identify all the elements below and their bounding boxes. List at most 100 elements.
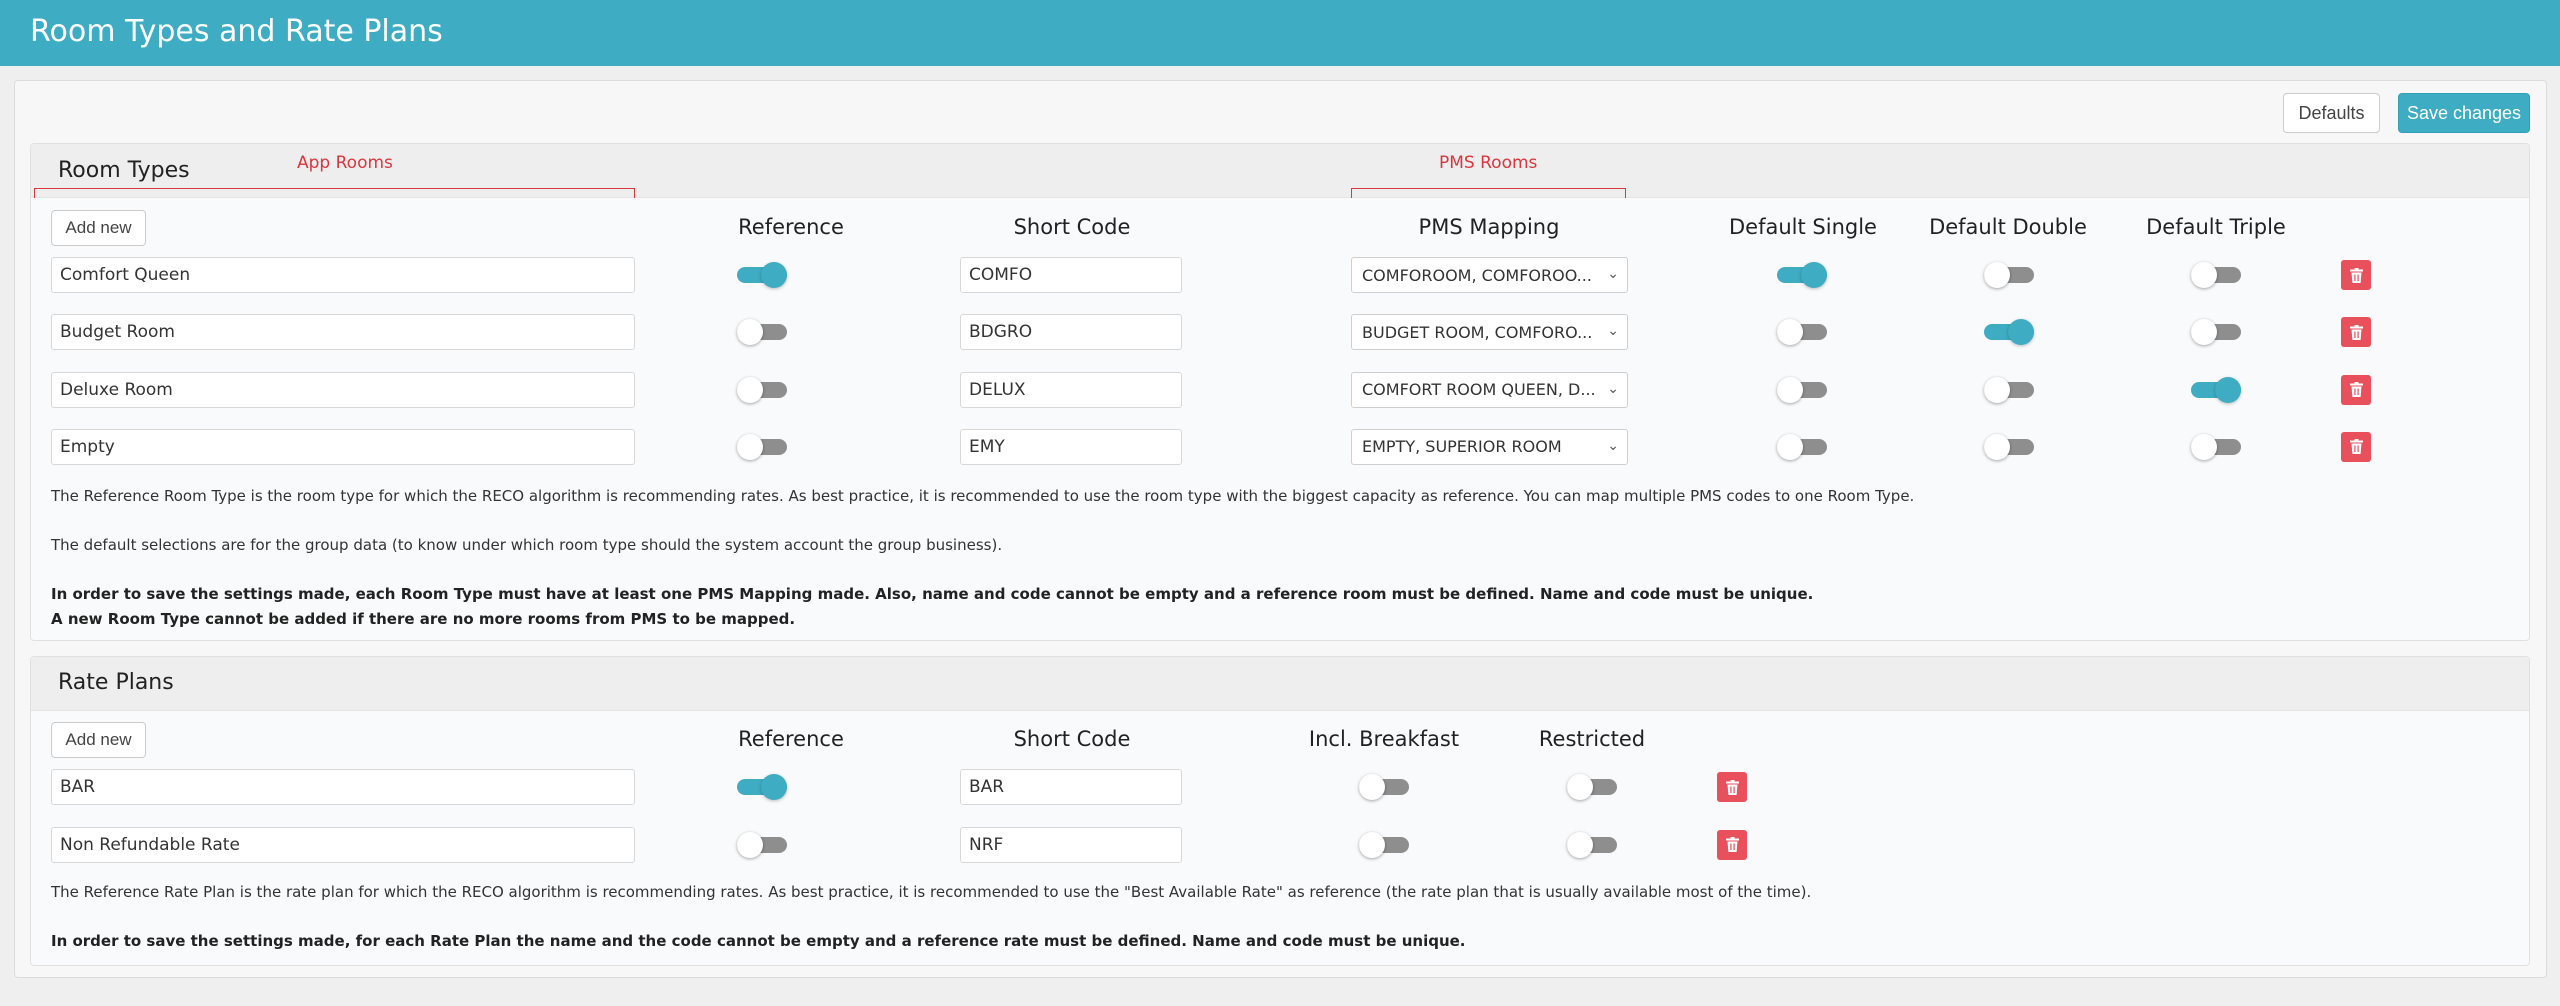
default-single-toggle-knob: [1777, 319, 1803, 346]
room-type-reference-toggle[interactable]: [737, 319, 787, 346]
rate-plan-code-input[interactable]: NRF: [960, 826, 1182, 863]
top-bar: Room Types and Rate Plans: [0, 0, 2560, 66]
default-double-toggle[interactable]: [1984, 376, 2034, 403]
rate-plan-reference-toggle-knob: [761, 774, 787, 800]
room-type-code-input[interactable]: BDGRO: [960, 314, 1182, 351]
pms-mapping-select[interactable]: EMPTY, SUPERIOR ROOM ⌄: [1351, 428, 1628, 465]
default-single-toggle-knob: [1777, 376, 1803, 403]
col-rp-reference: Reference: [738, 727, 844, 751]
delete-room-type-button[interactable]: [2341, 431, 2371, 462]
defaults-button[interactable]: Defaults: [2283, 93, 2380, 133]
app-rooms-annotation: App Rooms: [297, 153, 393, 173]
incl-breakfast-toggle[interactable]: [1359, 774, 1409, 800]
delete-room-type-button[interactable]: [2341, 374, 2371, 405]
col-restricted: Restricted: [1538, 727, 1646, 751]
col-default-single: Default Single: [1729, 215, 1877, 239]
room-type-reference-toggle[interactable]: [737, 433, 787, 460]
room-types-note-add-rule: A new Room Type cannot be added if there…: [51, 610, 796, 628]
default-single-toggle[interactable]: [1777, 376, 1827, 403]
add-room-type-button[interactable]: Add new: [51, 210, 146, 246]
room-type-name-input[interactable]: Comfort Queen: [51, 257, 635, 293]
room-type-name-input[interactable]: Budget Room: [51, 314, 635, 351]
rate-plan-name-input[interactable]: BAR: [51, 769, 635, 805]
delete-room-type-button[interactable]: [2341, 317, 2371, 348]
chevron-down-icon: ⌄: [1607, 437, 1619, 454]
room-type-code-input[interactable]: EMY: [960, 428, 1182, 465]
default-triple-toggle-knob: [2191, 319, 2217, 346]
col-default-triple: Default Triple: [2146, 215, 2286, 239]
rate-plans-section: Rate Plans Add new Reference Short Code …: [30, 656, 2530, 966]
delete-room-type-button[interactable]: [2341, 260, 2371, 290]
restricted-toggle[interactable]: [1567, 774, 1617, 800]
default-double-toggle-knob: [1984, 262, 2010, 288]
rate-plan-reference-toggle[interactable]: [737, 774, 787, 800]
pms-mapping-select[interactable]: COMFORT ROOM QUEEN, D... ⌄: [1351, 371, 1628, 408]
incl-breakfast-toggle[interactable]: [1359, 831, 1409, 858]
room-type-reference-toggle-knob: [761, 262, 787, 288]
default-triple-toggle[interactable]: [2191, 376, 2241, 403]
trash-icon: [1725, 837, 1739, 852]
delete-rate-plan-button[interactable]: [1717, 829, 1747, 860]
restricted-toggle-knob: [1567, 831, 1593, 858]
default-single-toggle[interactable]: [1777, 319, 1827, 346]
room-type-reference-toggle[interactable]: [737, 376, 787, 403]
pms-mapping-select[interactable]: BUDGET ROOM, COMFORO... ⌄: [1351, 314, 1628, 351]
rate-plan-reference-toggle[interactable]: [737, 831, 787, 858]
pms-mapping-value: COMFORT ROOM QUEEN, D...: [1362, 380, 1596, 400]
page-title: Room Types and Rate Plans: [30, 14, 443, 49]
pms-mapping-value: COMFOROOM, COMFOROO...: [1362, 265, 1592, 285]
trash-icon: [2349, 324, 2363, 340]
room-type-reference-toggle-knob: [737, 319, 763, 346]
default-double-toggle[interactable]: [1984, 262, 2034, 288]
default-double-toggle[interactable]: [1984, 319, 2034, 346]
room-types-note-save-rules: In order to save the settings made, each…: [51, 585, 1814, 603]
default-single-toggle[interactable]: [1777, 262, 1827, 288]
col-reference: Reference: [738, 215, 844, 239]
room-type-code-input[interactable]: COMFO: [960, 257, 1182, 293]
delete-rate-plan-button[interactable]: [1717, 772, 1747, 802]
rate-plans-header: [31, 657, 2529, 711]
default-triple-toggle[interactable]: [2191, 319, 2241, 346]
trash-icon: [2349, 267, 2363, 283]
chevron-down-icon: ⌄: [1607, 266, 1619, 282]
room-type-reference-toggle[interactable]: [737, 262, 787, 288]
col-incl-breakfast: Incl. Breakfast: [1308, 727, 1460, 751]
rate-plan-code-input[interactable]: BAR: [960, 769, 1182, 805]
pms-rooms-bracket: [1351, 188, 1626, 198]
room-types-title: Room Types: [58, 158, 190, 183]
default-double-toggle-knob: [1984, 376, 2010, 403]
restricted-toggle-knob: [1567, 774, 1593, 800]
room-type-code-input[interactable]: DELUX: [960, 371, 1182, 408]
pms-mapping-value: BUDGET ROOM, COMFORO...: [1362, 322, 1593, 342]
col-short-code: Short Code: [1013, 215, 1131, 239]
room-type-name-input[interactable]: Deluxe Room: [51, 371, 635, 408]
default-double-toggle-knob: [1984, 433, 2010, 460]
room-types-note-defaults: The default selections are for the group…: [51, 536, 1003, 554]
rate-plans-note-save-rules: In order to save the settings made, for …: [51, 932, 1466, 950]
col-default-double: Default Double: [1929, 215, 2087, 239]
default-double-toggle-knob: [2008, 319, 2034, 346]
trash-icon: [2349, 439, 2363, 455]
default-single-toggle[interactable]: [1777, 433, 1827, 460]
col-rp-short-code: Short Code: [1013, 727, 1131, 751]
default-triple-toggle[interactable]: [2191, 262, 2241, 288]
rate-plans-note-reference: The Reference Rate Plan is the rate plan…: [51, 883, 1812, 901]
room-type-name-input[interactable]: Empty: [51, 428, 635, 465]
default-double-toggle[interactable]: [1984, 433, 2034, 460]
room-type-reference-toggle-knob: [737, 376, 763, 403]
trash-icon: [2349, 382, 2363, 398]
pms-mapping-select[interactable]: COMFOROOM, COMFOROO... ⌄: [1351, 257, 1628, 293]
default-triple-toggle[interactable]: [2191, 433, 2241, 460]
room-types-header: [31, 144, 2529, 198]
add-rate-plan-button[interactable]: Add new: [51, 722, 146, 758]
app-rooms-bracket: [34, 188, 635, 198]
rate-plans-title: Rate Plans: [58, 670, 174, 695]
pms-rooms-annotation: PMS Rooms: [1439, 153, 1538, 173]
incl-breakfast-toggle-knob: [1359, 774, 1385, 800]
trash-icon: [1725, 779, 1739, 795]
save-button[interactable]: Save changes: [2398, 93, 2530, 133]
restricted-toggle[interactable]: [1567, 831, 1617, 858]
incl-breakfast-toggle-knob: [1359, 831, 1385, 858]
rate-plan-name-input[interactable]: Non Refundable Rate: [51, 826, 635, 863]
default-triple-toggle-knob: [2191, 262, 2217, 288]
